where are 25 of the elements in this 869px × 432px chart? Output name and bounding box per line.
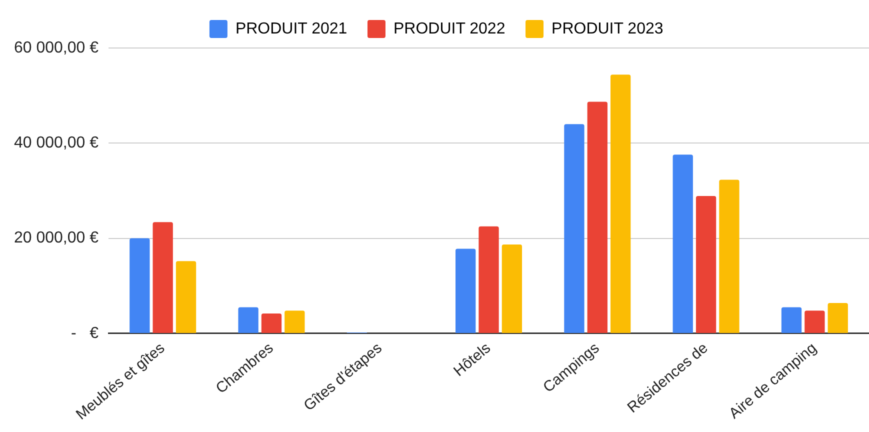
- bar: [828, 303, 848, 333]
- bar: [587, 102, 608, 333]
- bar: [176, 261, 196, 333]
- y-tick-label: 20 000,00 €: [14, 230, 99, 247]
- bar: [502, 244, 522, 333]
- bar: [238, 307, 258, 333]
- bar: [261, 313, 282, 333]
- y-tick-label: 60 000,00 €: [14, 39, 99, 56]
- bar: [719, 180, 740, 333]
- legend-label: PRODUIT 2022: [393, 20, 506, 38]
- bar: [696, 196, 716, 333]
- bar: [284, 310, 305, 333]
- bar: [610, 74, 631, 333]
- legend-label: PRODUIT 2023: [552, 20, 664, 38]
- bar: [456, 248, 476, 333]
- bar: [564, 124, 584, 333]
- bar: [130, 238, 150, 333]
- bar: [804, 310, 825, 333]
- bar: [672, 154, 693, 333]
- bar: [781, 307, 802, 333]
- y-tick-label: - €: [70, 324, 99, 342]
- bar: [478, 226, 499, 333]
- bar: [152, 222, 173, 333]
- y-tick-label: 40 000,00 €: [14, 134, 99, 152]
- legend-label: PRODUIT 2021: [235, 20, 348, 38]
